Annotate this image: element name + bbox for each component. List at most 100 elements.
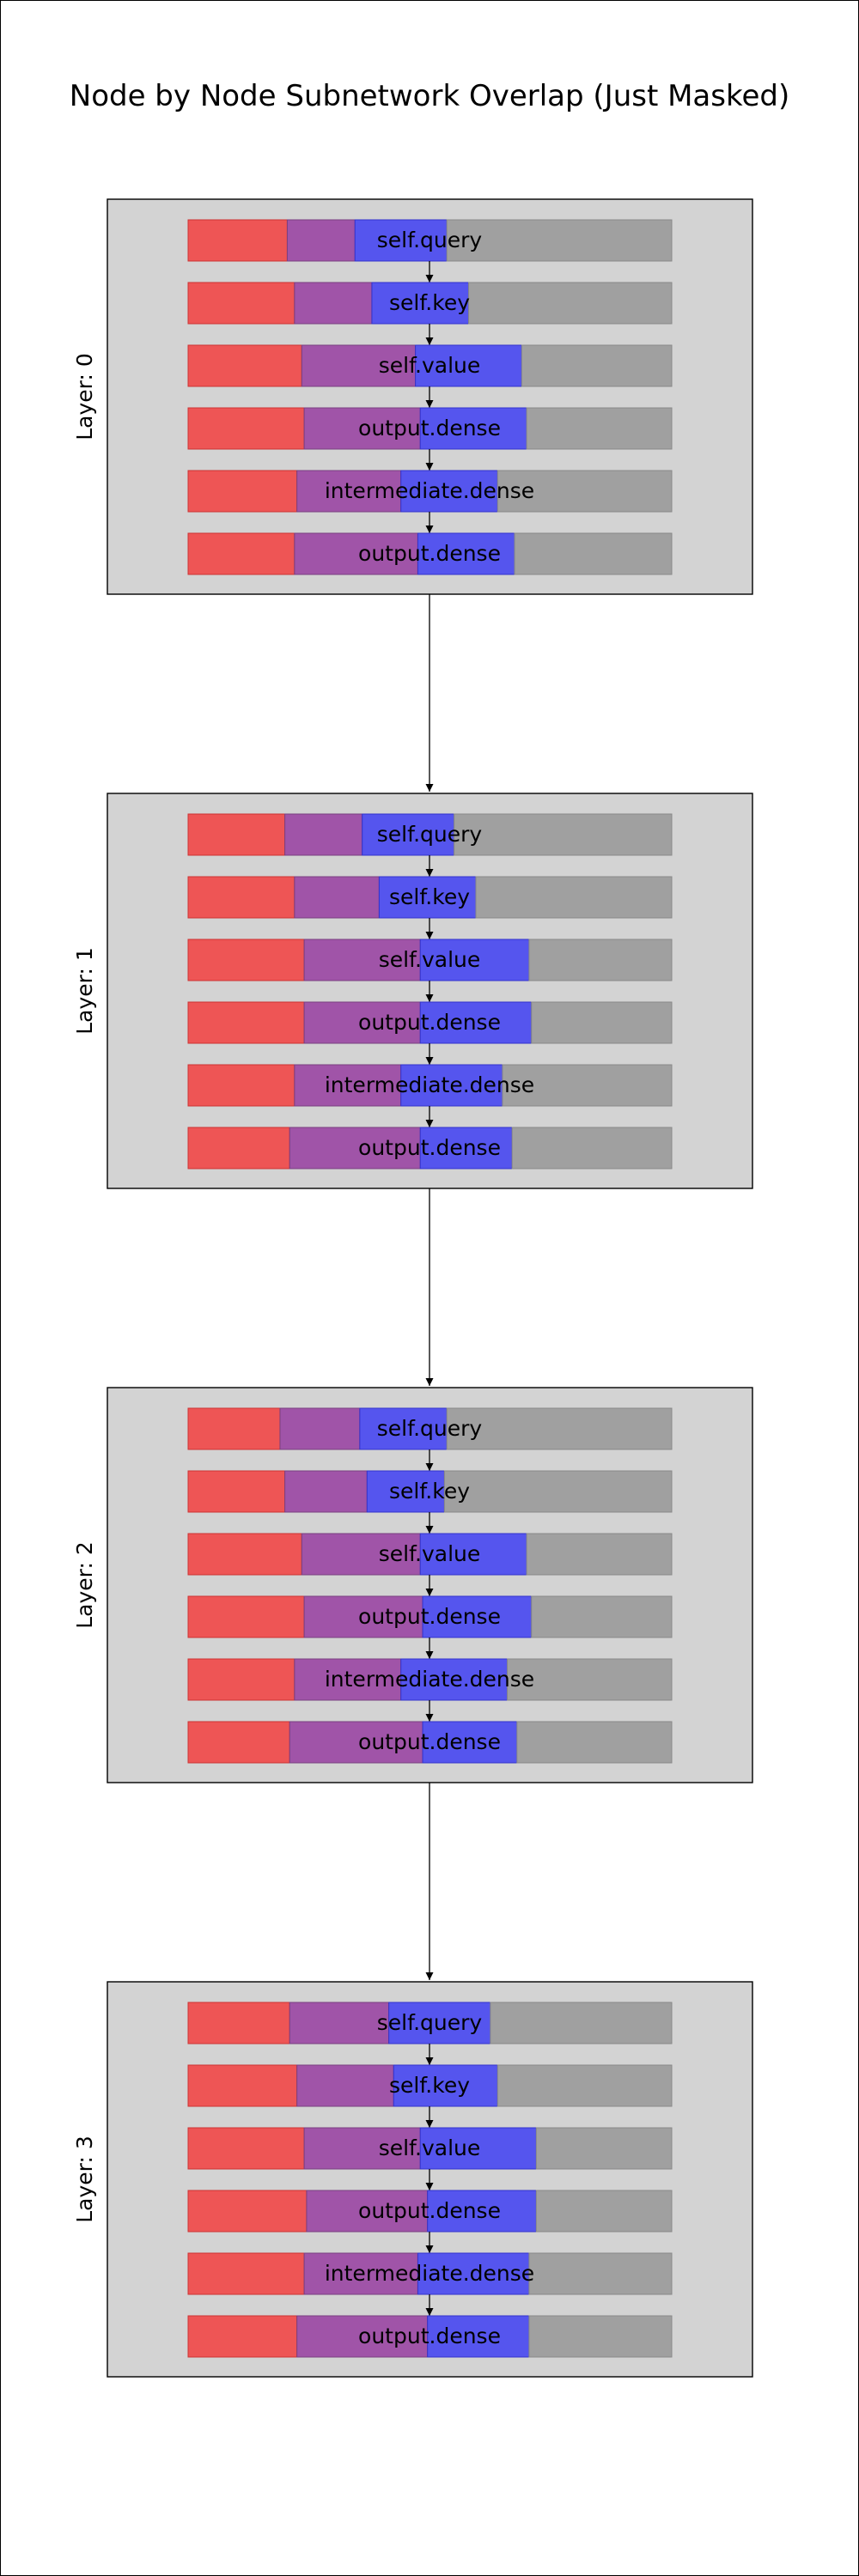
red-only-segment: [187, 1407, 281, 1450]
module-label: output.dense: [358, 1135, 501, 1160]
module-label: intermediate.dense: [325, 478, 534, 503]
blue-only-segment: [419, 2127, 537, 2170]
layer-label: Layer: 1: [72, 947, 97, 1035]
red-only-segment: [187, 2064, 298, 2107]
overlap-segment: [289, 1721, 423, 1764]
blue-only-segment: [388, 2002, 491, 2044]
module-label: output.dense: [358, 1604, 501, 1629]
red-only-segment: [187, 532, 295, 575]
overlap-segment: [303, 939, 421, 981]
blue-only-segment: [422, 1721, 518, 1764]
overlap-segment: [303, 2127, 421, 2170]
overlap-segment: [303, 407, 421, 450]
blue-only-segment: [417, 532, 515, 575]
red-only-segment: [187, 1595, 305, 1638]
module-label: output.dense: [358, 2198, 501, 2223]
unused-segment: [528, 939, 673, 981]
red-only-segment: [187, 2315, 298, 2358]
blue-only-segment: [419, 1127, 513, 1170]
module-label: self.query: [377, 822, 483, 847]
unused-segment: [454, 813, 673, 856]
unused-segment: [514, 532, 673, 575]
module-label: self.query: [377, 228, 483, 252]
unused-segment: [528, 2252, 673, 2295]
blue-only-segment: [427, 2190, 537, 2233]
overlap-segment: [303, 1001, 421, 1044]
red-only-segment: [187, 2002, 290, 2044]
figure-title: Node by Node Subnetwork Overlap (Just Ma…: [69, 79, 790, 113]
module-label: output.dense: [358, 1010, 501, 1035]
red-only-segment: [187, 1721, 290, 1764]
unused-segment: [490, 2002, 673, 2044]
module-label: self.key: [389, 884, 470, 909]
module-label: output.dense: [358, 1729, 501, 1754]
module-label: intermediate.dense: [325, 1667, 534, 1692]
red-only-segment: [187, 813, 286, 856]
overlap-segment: [301, 344, 417, 387]
overlap-segment: [303, 2252, 418, 2295]
overlap-segment: [294, 1064, 402, 1107]
red-only-segment: [187, 2190, 308, 2233]
module-label: self.key: [389, 290, 470, 315]
overlap-segment: [303, 1595, 423, 1638]
overlap-segment: [284, 1470, 368, 1513]
module-label: intermediate.dense: [325, 1072, 534, 1097]
red-only-segment: [187, 1533, 302, 1576]
red-only-segment: [187, 344, 302, 387]
unused-segment: [446, 1407, 673, 1450]
overlap-segment: [289, 1127, 421, 1170]
unused-segment: [468, 282, 673, 325]
unused-segment: [497, 2064, 673, 2107]
module-label: self.query: [377, 2010, 483, 2035]
unused-segment: [475, 876, 673, 919]
overlap-segment: [296, 2064, 394, 2107]
layer-label: Layer: 2: [72, 1541, 97, 1629]
unused-segment: [502, 1064, 673, 1107]
blue-only-segment: [393, 2064, 498, 2107]
overlap-segment: [279, 1407, 361, 1450]
unused-segment: [443, 1470, 673, 1513]
unused-segment: [528, 2315, 673, 2358]
module-label: output.dense: [358, 416, 501, 440]
blue-only-segment: [366, 1470, 445, 1513]
module-label: output.dense: [358, 541, 501, 566]
unused-segment: [521, 344, 673, 387]
unused-segment: [531, 1001, 673, 1044]
red-only-segment: [187, 407, 305, 450]
red-only-segment: [187, 1658, 295, 1701]
unused-segment: [516, 1721, 673, 1764]
unused-segment: [535, 2127, 673, 2170]
module-label: self.value: [379, 1541, 481, 1566]
module-label: self.key: [389, 2073, 470, 2098]
overlap-segment: [294, 1658, 402, 1701]
red-only-segment: [187, 2127, 305, 2170]
red-only-segment: [187, 939, 305, 981]
module-label: self.value: [379, 353, 481, 378]
overlap-segment: [306, 2190, 429, 2233]
blue-only-segment: [427, 2315, 530, 2358]
red-only-segment: [187, 876, 295, 919]
unused-segment: [507, 1658, 673, 1701]
unused-segment: [511, 1127, 673, 1170]
unused-segment: [526, 1533, 673, 1576]
red-only-segment: [187, 470, 298, 513]
unused-segment: [531, 1595, 673, 1638]
unused-segment: [497, 470, 673, 513]
blue-only-segment: [400, 470, 498, 513]
unused-segment: [526, 407, 673, 450]
overlap-segment: [284, 813, 363, 856]
overlap-segment: [286, 219, 356, 262]
module-label: self.value: [379, 947, 481, 972]
unused-segment: [535, 2190, 673, 2233]
red-only-segment: [187, 219, 288, 262]
module-label: self.value: [379, 2136, 481, 2160]
layer-label: Layer: 3: [72, 2136, 97, 2223]
red-only-segment: [187, 282, 295, 325]
blue-only-segment: [362, 813, 455, 856]
unused-segment: [446, 219, 673, 262]
red-only-segment: [187, 1064, 295, 1107]
blue-only-segment: [419, 407, 527, 450]
blue-only-segment: [371, 282, 470, 325]
red-only-segment: [187, 1470, 286, 1513]
